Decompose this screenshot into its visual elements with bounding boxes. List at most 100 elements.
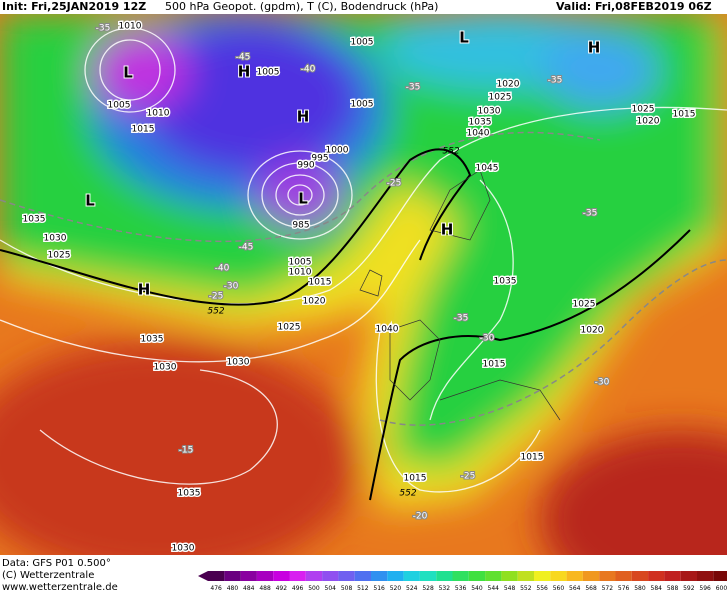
isobar-label: 1020 xyxy=(303,297,326,307)
pressure-center: H xyxy=(238,63,251,81)
isobar-label: 1015 xyxy=(132,125,155,135)
scale-swatch xyxy=(501,571,518,581)
temperature-label: -45 xyxy=(239,243,254,253)
scale-swatch xyxy=(566,571,583,581)
scale-label: 552 xyxy=(520,585,532,592)
scale-swatch xyxy=(631,571,649,581)
isobar-label: 1040 xyxy=(467,129,490,139)
scale-label: 600 xyxy=(716,585,727,592)
scale-label: 500 xyxy=(308,585,320,592)
scale-label: 476 xyxy=(210,585,222,592)
isobar-label: 1005 xyxy=(257,68,280,78)
temperature-label: -20 xyxy=(413,512,428,522)
isobar-label: 1030 xyxy=(227,358,250,368)
isobar-label: 1025 xyxy=(278,323,301,333)
pressure-center: H xyxy=(138,281,151,299)
scale-swatch xyxy=(485,571,502,581)
scale-label: 548 xyxy=(504,585,516,592)
isobar-label: 1010 xyxy=(147,109,170,119)
height-label: 552 xyxy=(207,307,224,317)
isobar-label: 1015 xyxy=(309,278,332,288)
isobar-label: 1025 xyxy=(632,105,655,115)
scale-swatch xyxy=(403,571,420,581)
isobar-label: 990 xyxy=(297,161,314,171)
scale-swatch xyxy=(599,571,616,581)
pressure-center: L xyxy=(85,192,95,210)
isobar-label: 1015 xyxy=(483,360,506,370)
scale-label: 564 xyxy=(569,585,581,592)
temperature-label: -30 xyxy=(480,334,495,344)
scale-swatch xyxy=(208,571,225,581)
map-field: 1010100510101015100510051005100099599098… xyxy=(0,14,727,555)
scale-swatch xyxy=(354,571,371,581)
color-scale: 476 480 484 488 492 496 500 504 508 512 516 520 524 5… xyxy=(198,571,727,592)
scale-swatch xyxy=(680,571,697,581)
scale-swatch xyxy=(371,571,388,581)
temperature-label: -30 xyxy=(595,378,610,388)
isobar-label: 1020 xyxy=(581,326,604,336)
map-title: 500 hPa Geopot. (gpdm), T (C), Bodendruc… xyxy=(165,0,438,13)
isobar-label: 1035 xyxy=(494,277,517,287)
pressure-center: L xyxy=(298,190,308,208)
temperature-label: -35 xyxy=(454,314,469,324)
temperature-label: -35 xyxy=(96,24,111,34)
scale-label: 536 xyxy=(455,585,467,592)
scale-swatch xyxy=(322,571,339,581)
isobar-label: 1015 xyxy=(673,110,696,120)
isobar-label: 1025 xyxy=(489,93,512,103)
scale-swatch xyxy=(387,571,404,581)
height-label: 552 xyxy=(399,489,416,499)
copyright: (C) Wetterzentrale xyxy=(2,570,94,581)
scale-swatch xyxy=(338,571,355,581)
isobar-label: 1020 xyxy=(637,117,660,127)
scale-label: 556 xyxy=(536,585,548,592)
scale-label: 520 xyxy=(390,585,402,592)
isobar-label: 1030 xyxy=(44,234,67,244)
scale-swatch xyxy=(582,571,600,581)
scale-label: 544 xyxy=(488,585,500,592)
scale-label: 484 xyxy=(243,585,255,592)
pressure-center: H xyxy=(297,108,310,126)
scale-swatch xyxy=(273,571,290,581)
temperature-label: -30 xyxy=(224,282,239,292)
scale-swatch xyxy=(615,571,632,581)
scale-label: 488 xyxy=(259,585,271,592)
pressure-center: H xyxy=(588,39,601,57)
scale-swatch xyxy=(713,571,727,581)
isobar-label: 1015 xyxy=(521,453,544,463)
temperature-label: -40 xyxy=(215,264,230,274)
scale-label: 516 xyxy=(373,585,385,592)
isobar-label: 985 xyxy=(292,221,309,231)
scale-label: 572 xyxy=(602,585,614,592)
scale-label: 576 xyxy=(618,585,630,592)
scale-label: 596 xyxy=(699,585,711,592)
pressure-center: H xyxy=(441,221,454,239)
scale-swatch xyxy=(517,571,534,581)
isobar-label: 1030 xyxy=(478,107,501,117)
isobar-label: 1030 xyxy=(154,363,177,373)
scale-swatch xyxy=(550,571,567,581)
scale-swatch xyxy=(452,571,469,581)
temperature-label: -35 xyxy=(583,209,598,219)
scale-label: 560 xyxy=(553,585,565,592)
isobar-label: 1005 xyxy=(108,101,131,111)
scale-swatch xyxy=(305,571,323,581)
temperature-label: -40 xyxy=(301,65,316,75)
scale-label: 580 xyxy=(634,585,646,592)
isobar-label: 1025 xyxy=(573,300,596,310)
scale-label: 512 xyxy=(357,585,369,592)
scale-label: 528 xyxy=(422,585,434,592)
temperature-label: -35 xyxy=(548,76,563,86)
scale-swatch xyxy=(224,571,241,581)
isobar-label: 1000 xyxy=(326,146,349,156)
scale-label: 524 xyxy=(406,585,418,592)
scale-swatch xyxy=(436,571,453,581)
temperature-label: -15 xyxy=(179,446,194,456)
scale-label: 508 xyxy=(341,585,353,592)
scale-label: 492 xyxy=(276,585,288,592)
height-label: 552 xyxy=(442,147,459,157)
isobar-label: 1035 xyxy=(178,489,201,499)
scale-swatch xyxy=(289,571,306,581)
scale-swatch xyxy=(240,571,257,581)
isobar-label: 995 xyxy=(311,154,328,164)
